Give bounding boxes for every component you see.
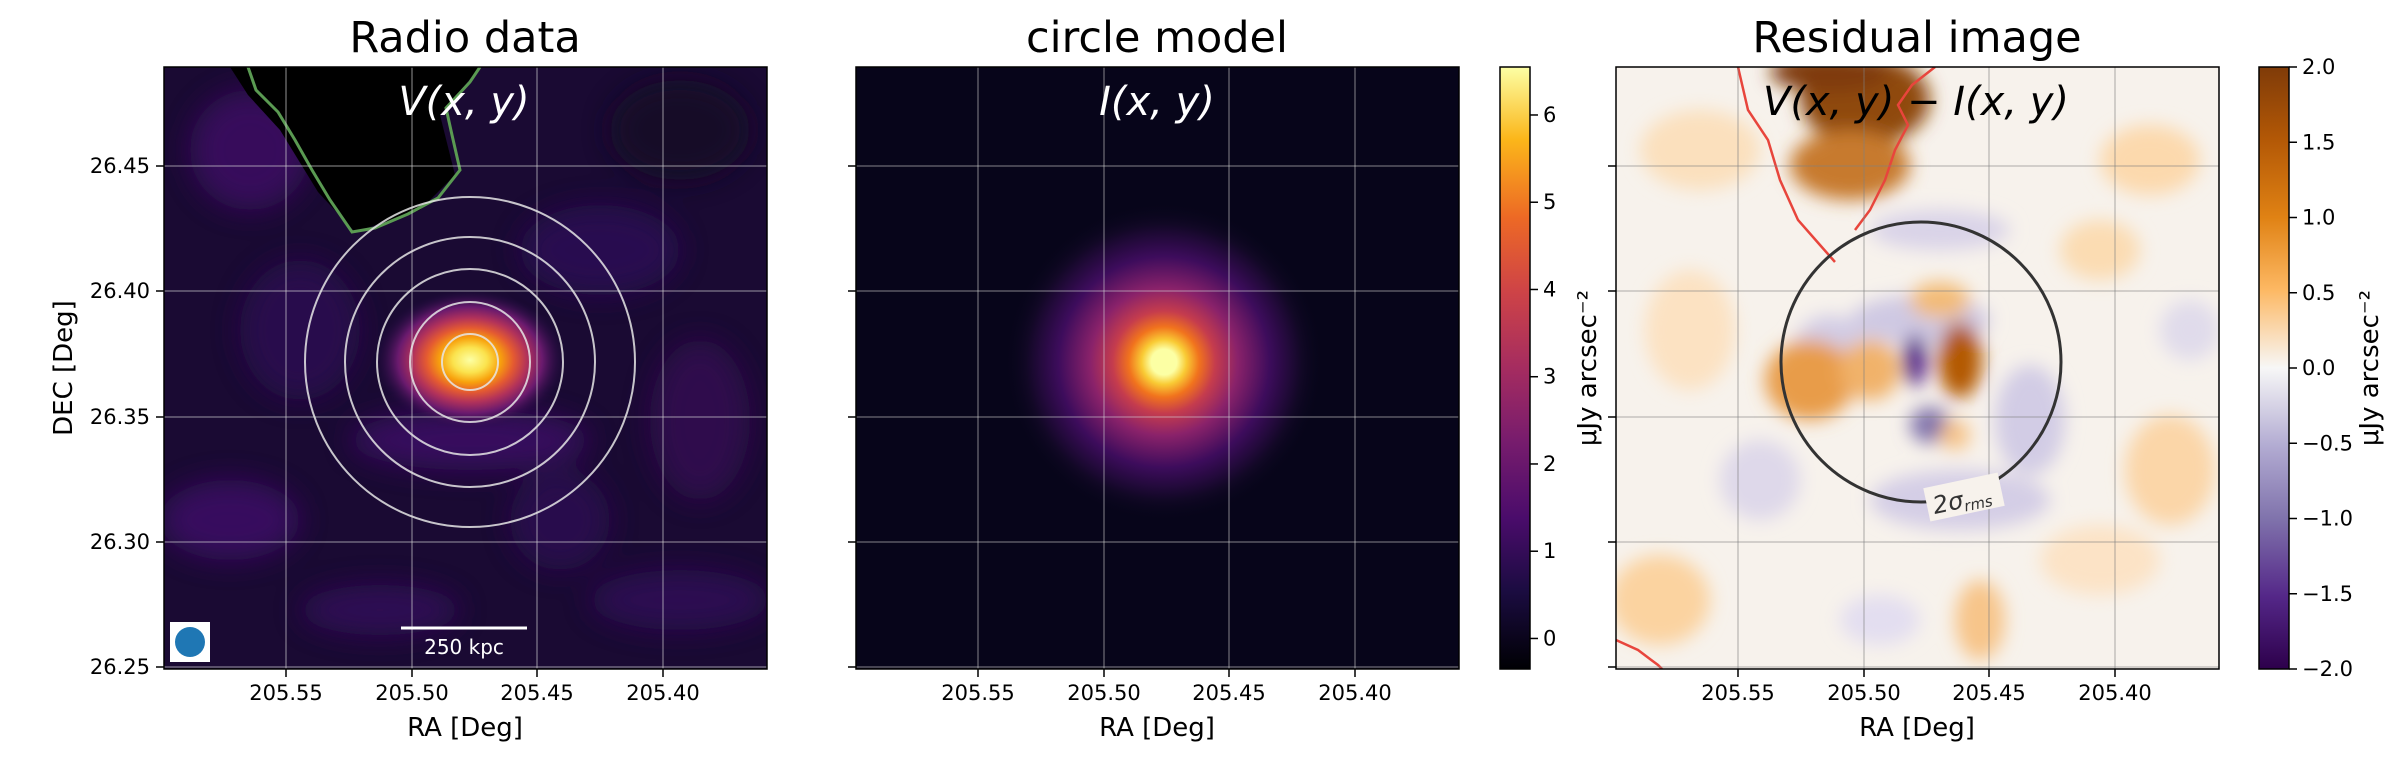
mask-contour-left — [1736, 67, 1836, 263]
ytick-label: 26.45 — [90, 154, 150, 178]
two-sigma-label: 2σrms — [1930, 480, 1994, 522]
xticks-panel-2 — [848, 165, 1356, 677]
colorbar-tick-label: 5 — [1543, 190, 1556, 214]
masked-region — [164, 67, 480, 232]
xtick-label: 205.55 — [1701, 681, 1774, 705]
colorbar-tick-label: 1 — [1543, 539, 1556, 563]
contour-ring-5 — [304, 196, 636, 528]
xlabel-panel-1: RA [Deg] — [407, 713, 523, 743]
grid-panel-1 — [164, 67, 767, 669]
ytick-label: 26.35 — [90, 405, 150, 429]
colorbar-tick-label: −2.0 — [2302, 657, 2353, 681]
xtick-label: 205.45 — [500, 681, 573, 705]
ytick-label: 26.25 — [90, 655, 150, 679]
colorbar-tick-label: 2 — [1543, 452, 1556, 476]
contour-rings — [304, 196, 636, 528]
colorbar-residual: −2.0 −1.5 −1.0 −0.5 0.0 0.5 1.0 1.5 2.0 μJy arcs… — [2258, 55, 2385, 681]
contour-ring-1 — [441, 333, 499, 391]
xtick-label: 205.40 — [626, 681, 699, 705]
axes-frame-3 — [1615, 66, 2220, 670]
xtick-labels-panel-2: 205.55 205.50 205.45 205.40 — [941, 681, 1391, 705]
annotation-radio-data: V(x, y) — [398, 79, 529, 125]
grid-panel-3 — [1616, 67, 2219, 669]
xtick-label: 205.40 — [1318, 681, 1391, 705]
grid-panel-2 — [856, 67, 1459, 669]
xtick-label: 205.50 — [1827, 681, 1900, 705]
colorbar-tick-label: 1.5 — [2302, 130, 2335, 154]
two-sigma-circle — [1779, 220, 2063, 504]
xtick-label: 205.40 — [2078, 681, 2151, 705]
colorbar-tick-label: 6 — [1543, 103, 1556, 127]
xtick-labels-panel-1: 205.55 205.50 205.45 205.40 — [249, 681, 699, 705]
colorbar-tick-label: 2.0 — [2302, 55, 2335, 79]
colorbar-residual-bar — [2258, 66, 2290, 670]
xtick-labels-panel-3: 205.55 205.50 205.45 205.40 — [1701, 681, 2151, 705]
annotation-residual: V(x, y) − I(x, y) — [1763, 79, 2069, 125]
scale-bar: 250 kpc — [401, 626, 527, 659]
ytick-labels-panel-1: 26.45 26.40 26.35 26.30 26.25 — [90, 154, 150, 679]
colorbar-tick-label: 0 — [1543, 626, 1556, 650]
panel-radio-data: 250 kpc V(x, y) Radio data RA [Deg] DEC … — [49, 13, 768, 743]
xticks-panel-1 — [285, 669, 664, 677]
colorbar-residual-label: μJy arcsec⁻² — [2355, 290, 2385, 446]
radio-data-image — [164, 67, 767, 669]
xticks-panel-3 — [1608, 165, 2116, 677]
panel-residual-image: 2σrms V(x, y) − I(x, y) Residual image R… — [1608, 13, 2220, 743]
model-source — [1004, 202, 1324, 522]
colorbar-tick-label: 0.0 — [2302, 356, 2335, 380]
xtick-label: 205.55 — [941, 681, 1014, 705]
mask-contour-right — [1854, 67, 1936, 231]
xtick-label: 205.45 — [1952, 681, 2025, 705]
xtick-label: 205.50 — [375, 681, 448, 705]
ytick-label: 26.30 — [90, 530, 150, 554]
xlabel-panel-2: RA [Deg] — [1099, 713, 1215, 743]
scale-bar-label: 250 kpc — [424, 635, 504, 659]
colorbar-model: 0 1 2 3 4 5 6 μJy arcsec⁻² — [1499, 66, 1603, 670]
title-residual-image: Residual image — [1752, 13, 2081, 63]
title-circle-model: circle model — [1026, 13, 1288, 63]
colorbar-residual-ticks: −2.0 −1.5 −1.0 −0.5 0.0 0.5 1.0 1.5 2.0 — [2289, 55, 2353, 681]
colorbar-model-label: μJy arcsec⁻² — [1573, 290, 1603, 446]
colorbar-model-ticks: 0 1 2 3 4 5 6 — [1530, 103, 1556, 650]
title-radio-data: Radio data — [349, 13, 580, 63]
axes-frame-2 — [855, 66, 1460, 670]
ytick-label: 26.40 — [90, 279, 150, 303]
xtick-label: 205.50 — [1067, 681, 1140, 705]
colorbar-tick-label: −1.0 — [2302, 507, 2353, 531]
circle-model-image — [856, 67, 1459, 669]
contour-ring-3 — [376, 268, 564, 456]
colorbar-tick-label: −1.5 — [2302, 582, 2353, 606]
colorbar-tick-label: 1.0 — [2302, 206, 2335, 230]
sigma-label-bg — [1923, 472, 2005, 522]
xtick-label: 205.55 — [249, 681, 322, 705]
contour-ring-4 — [344, 236, 596, 488]
annotation-circle-model: I(x, y) — [1099, 79, 1215, 125]
colorbar-tick-label: 4 — [1543, 277, 1556, 301]
colorbar-tick-label: −0.5 — [2302, 431, 2353, 455]
xtick-label: 205.45 — [1192, 681, 1265, 705]
colorbar-tick-label: 3 — [1543, 365, 1556, 389]
beam-indicator — [170, 622, 210, 662]
yticks-panel-1 — [156, 165, 164, 668]
colorbar-tick-label: 0.5 — [2302, 281, 2335, 305]
axes-frame-1 — [163, 66, 768, 670]
xlabel-panel-3: RA [Deg] — [1859, 713, 1975, 743]
ylabel-panel-1: DEC [Deg] — [49, 300, 79, 436]
colorbar-model-bar — [1499, 66, 1531, 670]
residual-image — [1616, 67, 2219, 669]
panel-circle-model: I(x, y) circle model RA [Deg] 205.55 205… — [848, 13, 1460, 743]
contour-ring-2 — [409, 301, 531, 423]
